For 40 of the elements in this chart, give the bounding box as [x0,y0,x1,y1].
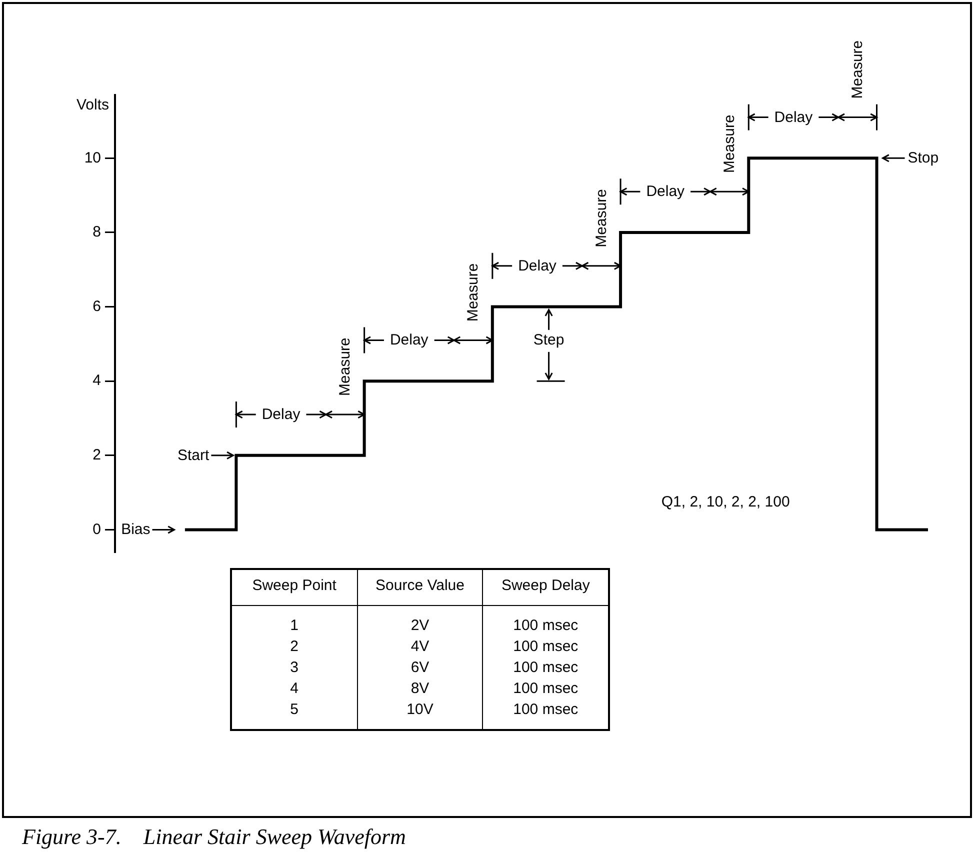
source-note: Source Value [357,569,483,606]
annotation: Measure [336,338,354,396]
text: Figure 3-7. Linear Stair Sweep Waveform [22,824,406,850]
y-tick-label: 6 [92,298,101,315]
annotation: Measure [720,114,738,174]
text: Bias [121,521,150,538]
annotation: Delay [262,406,301,424]
text: Sweep Point [231,569,358,606]
annotation: Delay [518,257,557,274]
text: 100 msec [482,606,609,636]
annotation: Delay [390,332,429,349]
annotation: Start [178,446,210,464]
y-tick-label: 0 [92,520,101,538]
text: 1 [231,606,358,636]
text: 10V [357,699,483,730]
annotation: Measure [849,40,866,99]
text: 6V [357,657,483,678]
text: 2 [231,636,358,657]
annotation: Delay [646,183,686,200]
text: 8V [357,678,483,699]
annotation: Stop [908,150,939,167]
y-tick-label: 10 [84,149,101,166]
annotation: Q1, 2, 10, 2, 2, 100 [661,493,790,510]
text: 100 msec [482,699,609,730]
y-axis-title: Volts [76,96,109,114]
annotation: Measure [464,263,482,322]
text: 5 [231,699,358,730]
y-tick-label: 4 [92,372,101,390]
text: 100 msec [482,657,609,678]
text: Sweep Delay [482,569,609,606]
y-tick-label: 8 [92,224,101,241]
text: 100 msec [482,678,609,699]
text: 2V [357,606,483,636]
text: 4 [231,678,358,699]
annotation: Measure [592,188,610,248]
text: 3 [231,657,358,678]
annotation: Delay [774,108,814,126]
y-tick-label: 2 [92,446,101,464]
text: 100 msec [482,636,609,657]
text: 4V [357,636,483,657]
